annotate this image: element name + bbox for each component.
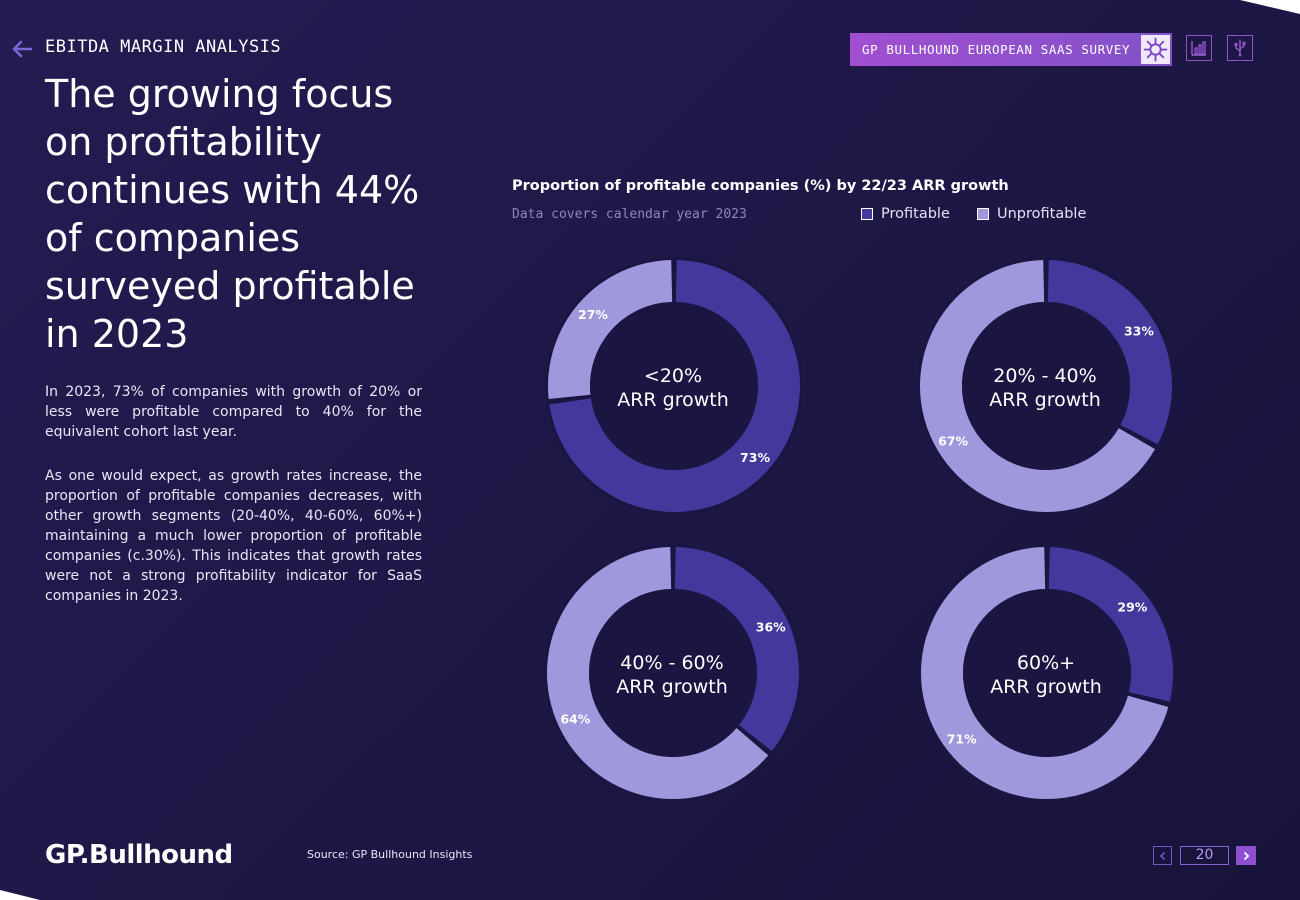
virus-icon bbox=[1141, 35, 1170, 64]
legend-swatch-profitable bbox=[861, 208, 873, 220]
donut-0-unprofitable-slice bbox=[548, 260, 673, 400]
chart-tool-button[interactable] bbox=[1186, 35, 1212, 61]
donut-3-label-line2: ARR growth bbox=[990, 676, 1102, 698]
intro-paragraph: In 2023, 73% of companies with growth of… bbox=[45, 384, 422, 440]
chart-subtitle: Data covers calendar year 2023 bbox=[512, 207, 747, 222]
chevron-right-icon bbox=[1243, 851, 1250, 860]
donut-0-label-line1: <20% bbox=[644, 365, 702, 387]
donut-1-hole bbox=[962, 302, 1130, 470]
donut-2-hole bbox=[589, 589, 757, 757]
download-tool-button[interactable] bbox=[1227, 35, 1253, 61]
donut-0-unprofitable-value: 27% bbox=[578, 307, 608, 322]
page-headline: The growing focus on profitability conti… bbox=[45, 72, 420, 356]
donut-2-profitable-slice bbox=[674, 547, 799, 752]
donut-2-label-line2: ARR growth bbox=[616, 676, 728, 698]
survey-badge[interactable]: GP BULLHOUND EUROPEAN SAAS SURVEY bbox=[850, 33, 1172, 66]
source-note: Source: GP Bullhound Insights bbox=[307, 848, 473, 861]
chart-title: Proportion of profitable companies (%) b… bbox=[512, 178, 1009, 194]
donut-3-profitable-value: 29% bbox=[1117, 599, 1147, 614]
legend-label-profitable: Profitable bbox=[881, 206, 950, 222]
survey-badge-label: GP BULLHOUND EUROPEAN SAAS SURVEY bbox=[862, 42, 1131, 57]
back-arrow-icon[interactable] bbox=[11, 39, 33, 59]
page-corner-top-right bbox=[1240, 0, 1300, 14]
donut-2-unprofitable-slice bbox=[547, 547, 769, 799]
usb-icon bbox=[1234, 39, 1246, 57]
legend-item-unprofitable: Unprofitable bbox=[977, 206, 1086, 222]
chevron-left-icon bbox=[1159, 851, 1165, 860]
donut-0-label-line2: ARR growth bbox=[617, 389, 729, 411]
donut-3-profitable-slice bbox=[1048, 547, 1173, 702]
donut-1-profitable-value: 33% bbox=[1124, 324, 1154, 339]
donut-2-profitable-value: 36% bbox=[756, 620, 786, 635]
donut-1-unprofitable-slice bbox=[920, 260, 1156, 512]
legend-item-profitable: Profitable bbox=[861, 206, 950, 222]
analysis-paragraph: As one would expect, as growth rates inc… bbox=[45, 468, 422, 604]
bar-chart-icon bbox=[1191, 41, 1206, 56]
donut-0-profitable-value: 73% bbox=[740, 450, 770, 465]
donut-1-profitable-slice bbox=[1047, 260, 1172, 445]
page-corner-bottom-left bbox=[0, 890, 40, 900]
donut-2-unprofitable-value: 64% bbox=[560, 711, 590, 726]
page-number: 20 bbox=[1180, 846, 1229, 865]
donut-1-label-line2: ARR growth bbox=[989, 389, 1101, 411]
legend-label-unprofitable: Unprofitable bbox=[997, 206, 1087, 222]
donut-3-unprofitable-value: 71% bbox=[947, 732, 977, 747]
company-logo: GP.Bullhound bbox=[45, 840, 233, 870]
donut-3-unprofitable-slice bbox=[921, 547, 1169, 799]
legend-swatch-unprofitable bbox=[977, 208, 989, 220]
donut-0-hole bbox=[590, 302, 758, 470]
previous-page-button[interactable] bbox=[1153, 846, 1172, 865]
donut-0-profitable-slice bbox=[549, 260, 801, 512]
donut-3-hole bbox=[963, 589, 1131, 757]
next-page-button[interactable] bbox=[1236, 846, 1256, 865]
section-title: EBITDA MARGIN ANALYSIS bbox=[45, 37, 282, 57]
donut-1-label-line1: 20% - 40% bbox=[993, 365, 1096, 387]
donut-3-label-line1: 60%+ bbox=[1017, 652, 1075, 674]
donut-2-label-line1: 40% - 60% bbox=[620, 652, 723, 674]
donut-1-unprofitable-value: 67% bbox=[938, 433, 968, 448]
